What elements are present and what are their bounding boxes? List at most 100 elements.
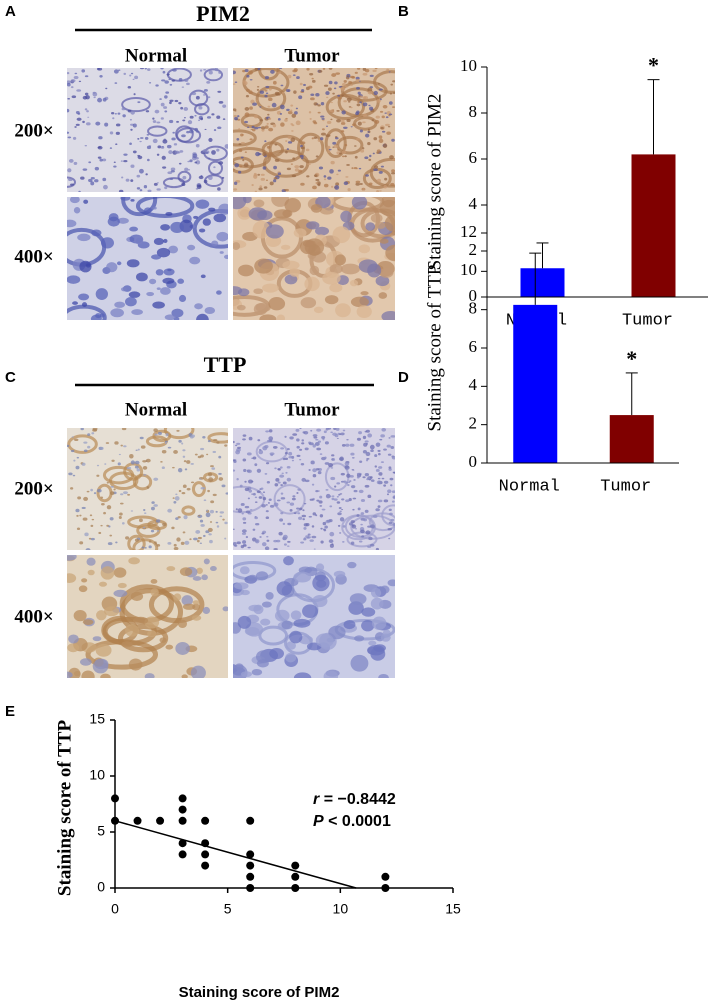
cell	[325, 125, 329, 127]
cell	[350, 452, 355, 456]
cell	[180, 541, 185, 546]
cell	[378, 170, 383, 174]
cell	[285, 652, 297, 663]
bar	[609, 415, 654, 463]
cell	[258, 448, 262, 451]
cell	[127, 85, 132, 89]
cell	[190, 665, 206, 678]
cell	[171, 137, 176, 141]
cell	[334, 434, 339, 438]
cell	[100, 237, 114, 249]
cell	[322, 438, 325, 441]
cell	[211, 240, 219, 247]
cell	[391, 490, 395, 493]
y-tick-label: 10	[89, 767, 105, 783]
tissue	[368, 512, 395, 532]
column-label: Tumor	[284, 45, 340, 66]
cell	[134, 538, 139, 542]
cell	[261, 504, 266, 508]
cell	[289, 436, 294, 440]
micrograph	[67, 428, 228, 550]
cell	[265, 547, 268, 549]
cell	[310, 460, 315, 465]
cell	[252, 492, 256, 496]
cell	[374, 165, 378, 169]
cell	[361, 607, 376, 617]
cell	[268, 436, 274, 441]
cell	[356, 86, 360, 90]
point	[201, 839, 210, 848]
cell	[282, 260, 300, 270]
cell	[341, 94, 344, 97]
cell	[216, 441, 220, 444]
cell	[254, 501, 258, 503]
y-tick-label: 12	[460, 222, 477, 241]
cell	[339, 493, 343, 495]
cell	[173, 546, 179, 550]
cell	[214, 209, 221, 214]
cell	[284, 451, 288, 455]
cell	[248, 489, 253, 493]
cell	[130, 460, 136, 465]
cell	[67, 108, 70, 113]
cell	[312, 512, 317, 516]
cell	[100, 496, 104, 499]
cell	[352, 508, 355, 511]
cell	[328, 625, 346, 640]
cell	[304, 447, 309, 451]
cell	[307, 536, 311, 539]
cell	[370, 543, 375, 547]
cell	[197, 536, 202, 540]
cell	[113, 589, 128, 598]
cell	[131, 309, 143, 315]
cell	[289, 268, 301, 277]
cell	[354, 528, 358, 530]
cell	[174, 496, 180, 501]
cell	[377, 477, 381, 480]
cell	[314, 226, 330, 236]
cell	[183, 460, 187, 463]
cell	[367, 645, 385, 656]
cell	[341, 119, 345, 123]
cell	[145, 110, 150, 113]
cell	[357, 507, 361, 511]
cell	[67, 444, 70, 448]
cell	[254, 463, 258, 467]
cell	[87, 569, 95, 576]
y-tick-label: 2	[469, 240, 478, 259]
cell	[385, 244, 395, 262]
y-tick-label: 15	[89, 711, 105, 727]
cell	[245, 94, 249, 98]
cell	[195, 530, 201, 534]
cell	[209, 521, 213, 523]
cell	[245, 510, 251, 514]
cell	[152, 301, 165, 309]
cell	[218, 203, 228, 215]
cell	[88, 161, 92, 164]
cell	[90, 177, 95, 180]
cell	[67, 136, 72, 139]
x-tick-label: 0	[111, 901, 119, 917]
cell	[182, 603, 196, 610]
cell	[323, 183, 329, 188]
cell	[193, 537, 198, 541]
cell	[355, 182, 360, 186]
cell	[280, 512, 284, 515]
cell	[199, 519, 204, 523]
cell	[353, 167, 358, 170]
cell	[72, 474, 76, 477]
cell	[86, 110, 89, 113]
cell	[199, 69, 203, 72]
cell	[330, 160, 335, 165]
cell	[362, 102, 368, 107]
cell	[356, 68, 361, 70]
cell	[234, 582, 249, 590]
cell	[169, 119, 174, 124]
cell	[374, 454, 378, 458]
cell	[93, 96, 96, 99]
y-tick-label: 8	[469, 102, 478, 121]
cell	[238, 264, 254, 277]
cell	[189, 159, 193, 163]
cell	[67, 82, 71, 87]
cell	[234, 81, 238, 84]
